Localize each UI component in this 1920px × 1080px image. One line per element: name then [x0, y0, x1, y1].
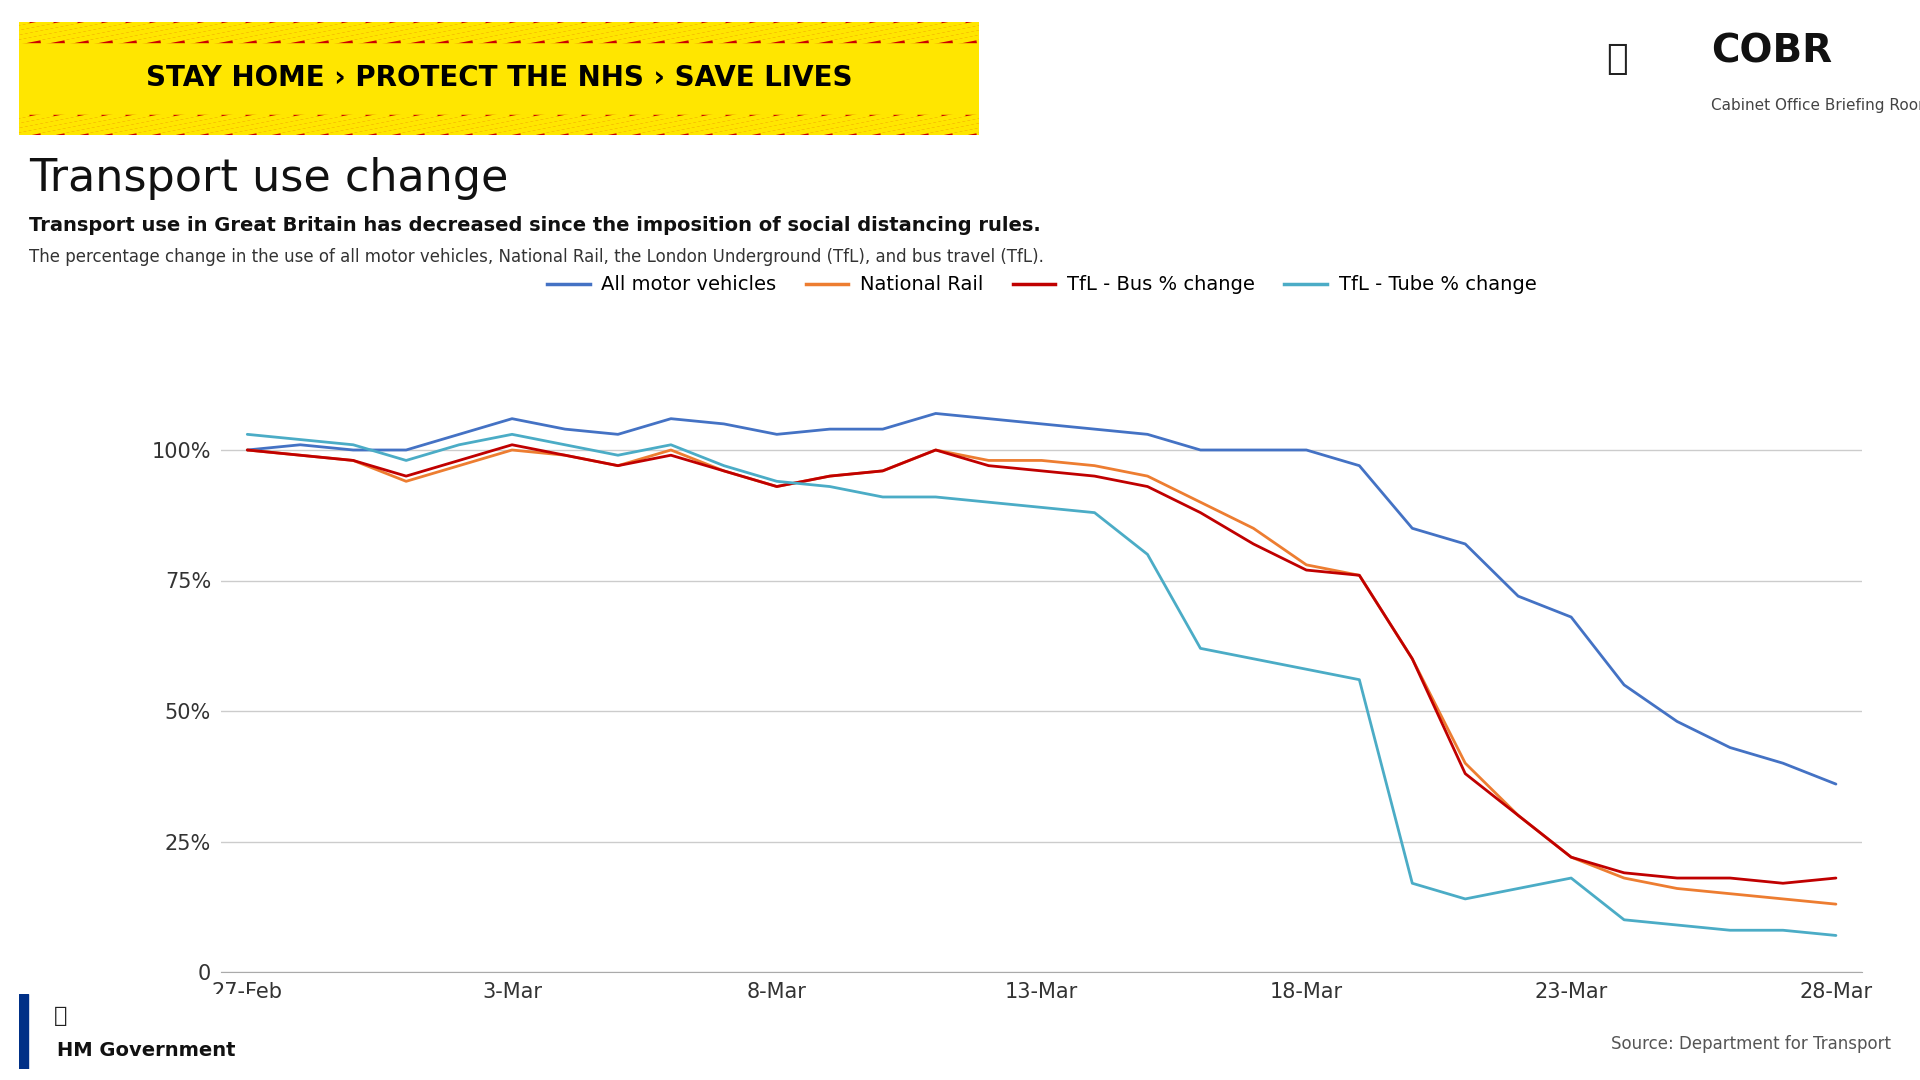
Text: 🏛: 🏛 [1605, 42, 1628, 77]
Text: COBR: COBR [1711, 32, 1832, 71]
Bar [19, 994, 29, 1069]
Text: STAY HOME › PROTECT THE NHS › SAVE LIVES: STAY HOME › PROTECT THE NHS › SAVE LIVES [146, 65, 852, 92]
Text: Transport use in Great Britain has decreased since the imposition of social dist: Transport use in Great Britain has decre… [29, 216, 1041, 235]
Legend: All motor vehicles, National Rail, TfL - Bus % change, TfL - Tube % change: All motor vehicles, National Rail, TfL -… [540, 268, 1544, 302]
Text: The percentage change in the use of all motor vehicles, National Rail, the Londo: The percentage change in the use of all … [29, 248, 1044, 267]
Bar [19, 22, 979, 42]
Bar [19, 114, 979, 135]
Text: Transport use change: Transport use change [29, 157, 509, 200]
Text: Source: Department for Transport: Source: Department for Transport [1611, 1035, 1891, 1053]
Text: HM Government: HM Government [58, 1041, 234, 1059]
Text: 🏛: 🏛 [54, 1007, 67, 1026]
Text: Cabinet Office Briefing Rooms: Cabinet Office Briefing Rooms [1711, 98, 1920, 113]
